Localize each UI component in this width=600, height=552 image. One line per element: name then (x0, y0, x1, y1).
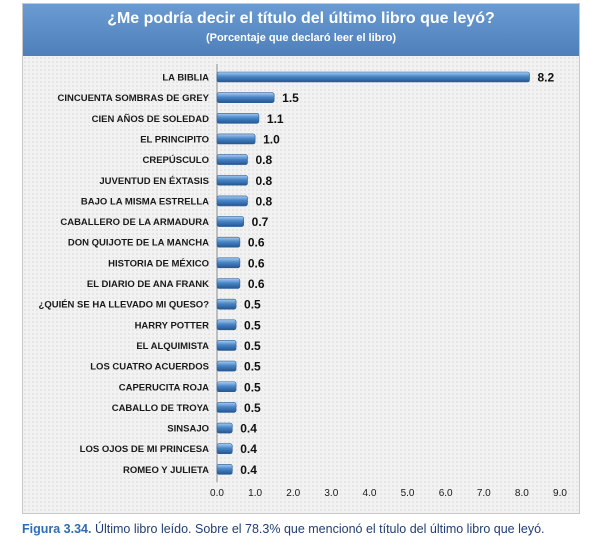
category-label: EL PRINCIPITO (140, 134, 209, 145)
bar (216, 112, 260, 124)
category-label: CREPÚSCULO (142, 154, 209, 166)
category-label: CAPERUCITA ROJA (119, 382, 209, 393)
data-label: 0.7 (252, 215, 269, 229)
bar (216, 464, 233, 475)
x-tick-label: 1.0 (248, 488, 262, 499)
bar (216, 340, 237, 351)
data-label: 0.6 (248, 256, 265, 270)
chart-header: ¿Me podría decir el título del último li… (23, 4, 579, 56)
category-label: LA BIBLIA (162, 73, 209, 84)
category-label: BAJO LA MISMA ESTRELLA (81, 196, 209, 207)
plot-area: LA BIBLIA 8.2 CINCUENTA SOMBRAS DE GREY 1.5… (23, 56, 579, 513)
data-label: 8.2 (538, 71, 555, 85)
data-label: 0.5 (244, 318, 261, 332)
bar (216, 298, 237, 310)
data-label: 1.5 (282, 91, 299, 105)
x-tick-label: 5.0 (401, 488, 415, 499)
chart-frame: ¿Me podría decir el título del último li… (22, 3, 580, 514)
chart-subtitle: (Porcentaje que declaró leer el libro) (205, 32, 397, 44)
data-label: 0.6 (248, 236, 265, 250)
data-label: 0.5 (244, 360, 261, 374)
x-tick-label: 6.0 (439, 488, 453, 499)
x-tick-label: 9.0 (553, 488, 567, 499)
data-label: 0.5 (244, 298, 261, 312)
bar (216, 154, 248, 165)
bar (216, 195, 248, 207)
bar (216, 319, 237, 331)
bar (216, 381, 237, 393)
category-label: DON QUIJOTE DE LA MANCHA (68, 238, 209, 249)
data-label: 1.0 (263, 132, 280, 146)
bar (216, 92, 275, 103)
figure-caption: Figura 3.34. Último libro leído. Sobre e… (22, 522, 592, 536)
x-tick-label: 0.0 (210, 488, 224, 499)
category-label: HARRY POTTER (135, 320, 210, 331)
data-label: 0.8 (255, 153, 272, 167)
category-label: ROMEO Y JULIETA (123, 465, 209, 476)
bar (216, 360, 237, 372)
category-label: ¿QUIÉN SE HA LLEVADO MI QUESO? (39, 300, 210, 311)
bar (216, 443, 233, 455)
category-label: JUVENTUD EN ÉXTASIS (99, 176, 209, 187)
x-tick-label: 8.0 (515, 488, 529, 499)
category-label: EL ALQUIMISTA (136, 341, 209, 352)
bar (216, 257, 241, 269)
category-label: CIEN AÑOS DE SOLEDAD (92, 114, 209, 125)
bar (216, 278, 241, 289)
x-tick-label: 2.0 (286, 488, 300, 499)
category-label: CABALLO DE TROYA (112, 403, 209, 414)
chart-title: ¿Me podría decir el título del último li… (107, 10, 495, 27)
data-label: 0.4 (240, 463, 257, 477)
data-label: 1.1 (267, 112, 284, 126)
category-label: SINSAJO (167, 424, 209, 435)
data-label: 0.4 (240, 442, 257, 456)
figure-label: Figura 3.34. (22, 522, 92, 536)
bar (216, 422, 233, 434)
x-tick-label: 4.0 (362, 488, 376, 499)
bar-chart: LA BIBLIA 8.2 CINCUENTA SOMBRAS DE GREY 1.5… (39, 64, 567, 499)
caption-text: Último libro leído. Sobre el 78.3% que m… (91, 522, 545, 536)
x-tick-label: 7.0 (477, 488, 491, 499)
data-label: 0.4 (240, 422, 257, 436)
data-label: 0.8 (255, 194, 272, 208)
data-label: 0.8 (255, 174, 272, 188)
category-label: LOS CUATRO ACUERDOS (90, 362, 209, 373)
data-label: 0.5 (244, 339, 261, 353)
data-label: 0.5 (244, 401, 261, 415)
category-label: CABALLERO DE LA ARMADURA (60, 217, 209, 228)
category-label: EL DIARIO DE ANA FRANK (87, 279, 209, 290)
category-label: HISTORIA DE MÉXICO (108, 258, 209, 269)
data-label: 0.6 (248, 277, 265, 291)
data-label: 0.5 (244, 380, 261, 394)
bar (216, 402, 237, 413)
category-label: LOS OJOS DE MI PRINCESA (80, 444, 209, 455)
x-tick-label: 3.0 (324, 488, 338, 499)
category-label: CINCUENTA SOMBRAS DE GREY (58, 93, 210, 104)
bar (216, 236, 241, 248)
bar (216, 71, 530, 83)
bar (216, 216, 244, 227)
bar (216, 133, 256, 145)
bar (216, 174, 248, 186)
